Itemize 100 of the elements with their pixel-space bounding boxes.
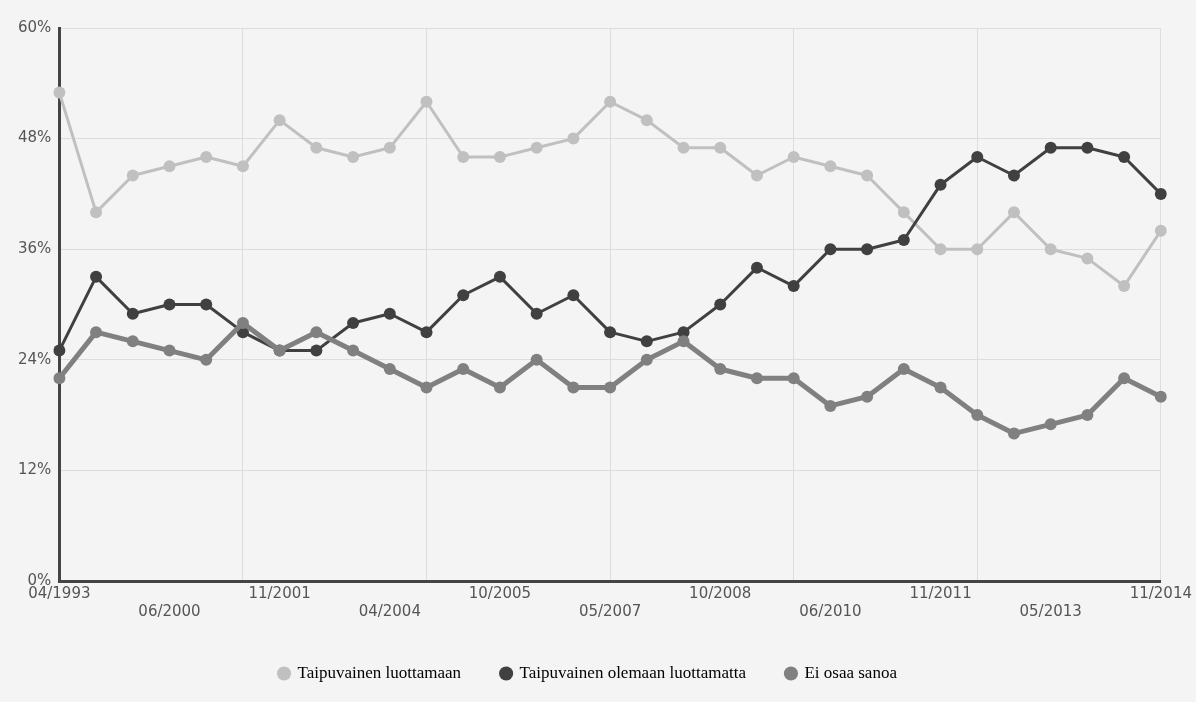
point	[530, 141, 543, 154]
point	[750, 372, 763, 385]
point	[420, 381, 433, 394]
x-tick-label: 04/2004	[358, 601, 421, 620]
point	[1007, 206, 1020, 219]
x-tick-label: 06/2000	[138, 601, 201, 620]
point	[861, 390, 874, 403]
point	[567, 381, 580, 394]
point	[1081, 252, 1094, 265]
point	[236, 316, 249, 329]
point	[347, 344, 360, 357]
point	[457, 363, 470, 376]
point	[90, 270, 103, 283]
point	[861, 243, 874, 256]
point	[1118, 280, 1131, 293]
point	[383, 307, 396, 320]
point	[420, 95, 433, 108]
point	[971, 409, 984, 422]
point	[1081, 409, 1094, 422]
point	[714, 141, 727, 154]
x-tick-label: 10/2005	[468, 583, 532, 602]
point	[1118, 372, 1131, 385]
point	[1154, 390, 1167, 403]
point	[750, 261, 763, 274]
point	[90, 326, 103, 339]
point	[714, 298, 727, 311]
point	[1007, 427, 1020, 440]
point	[677, 141, 690, 154]
point	[787, 372, 800, 385]
x-tick-label: 10/2008	[689, 583, 752, 602]
legend-label: Ei osaa sanoa	[804, 662, 898, 682]
point	[53, 344, 66, 357]
point	[1154, 187, 1167, 200]
y-tick-label: 36%	[18, 239, 52, 258]
point	[640, 114, 653, 127]
point	[493, 381, 506, 394]
point	[897, 363, 910, 376]
point	[567, 289, 580, 302]
point	[310, 141, 323, 154]
x-tick-label: 11/2011	[909, 583, 972, 602]
point	[347, 316, 360, 329]
point	[604, 381, 617, 394]
point	[126, 169, 139, 182]
point	[126, 307, 139, 320]
point	[714, 363, 727, 376]
y-tick-label: 48%	[18, 128, 52, 147]
point	[1081, 141, 1094, 154]
point	[640, 335, 653, 348]
x-tick-label: 06/2010	[799, 601, 862, 620]
x-tick-label: 11/2014	[1129, 583, 1193, 602]
point	[53, 86, 66, 99]
x-tick-label: 05/2007	[578, 601, 642, 620]
point	[1044, 418, 1057, 431]
point	[824, 243, 837, 256]
point	[934, 178, 947, 191]
point	[897, 233, 910, 246]
point	[604, 95, 617, 108]
point	[273, 114, 286, 127]
point	[1154, 224, 1167, 237]
point	[493, 151, 506, 164]
point	[163, 160, 176, 173]
point	[530, 353, 543, 366]
point	[824, 399, 837, 412]
y-tick-label: 24%	[18, 349, 52, 368]
point	[824, 160, 837, 173]
point	[677, 335, 690, 348]
point	[347, 151, 360, 164]
point	[457, 151, 470, 164]
point	[163, 344, 176, 357]
point	[604, 326, 617, 339]
point	[383, 363, 396, 376]
legend-label: Taipuvainen luottamaan	[297, 662, 462, 682]
point	[457, 289, 470, 302]
point	[934, 381, 947, 394]
point	[897, 206, 910, 219]
point	[90, 206, 103, 219]
point	[934, 243, 947, 256]
legend-label: Taipuvainen olemaan luottamatta	[519, 662, 747, 682]
point	[236, 160, 249, 173]
point	[200, 151, 213, 164]
point	[310, 344, 323, 357]
point	[383, 141, 396, 154]
point	[200, 353, 213, 366]
point	[1007, 169, 1020, 182]
point	[493, 270, 506, 283]
point	[53, 372, 66, 385]
point	[971, 243, 984, 256]
point	[567, 132, 580, 145]
point	[750, 169, 763, 182]
point	[971, 151, 984, 164]
y-tick-label: 12%	[18, 460, 52, 479]
x-tick-label: 11/2001	[248, 583, 311, 602]
point	[640, 353, 653, 366]
point	[530, 307, 543, 320]
point	[861, 169, 874, 182]
point	[126, 335, 139, 348]
point	[1118, 151, 1131, 164]
point	[787, 280, 800, 293]
y-tick-label: 60%	[18, 17, 52, 36]
point	[200, 298, 213, 311]
